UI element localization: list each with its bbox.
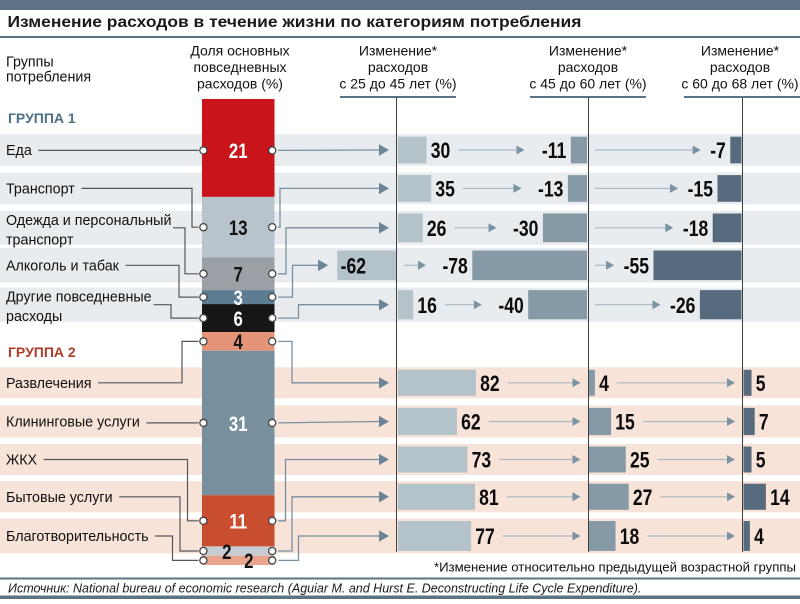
svg-text:6: 6 bbox=[234, 308, 244, 331]
svg-text:с 45 до 60 лет (%): с 45 до 60 лет (%) bbox=[529, 76, 646, 92]
svg-text:с 25 до 45 лет (%): с 25 до 45 лет (%) bbox=[339, 76, 456, 92]
svg-text:ГРУППА 2: ГРУППА 2 bbox=[8, 344, 76, 360]
svg-text:*Изменение относительно предыд: *Изменение относительно предыдущей возра… bbox=[434, 560, 796, 575]
svg-text:81: 81 bbox=[479, 486, 499, 511]
svg-text:27: 27 bbox=[633, 486, 653, 511]
svg-text:62: 62 bbox=[461, 411, 481, 436]
svg-text:Благотворительность: Благотворительность bbox=[6, 529, 149, 545]
svg-text:15: 15 bbox=[615, 411, 635, 436]
svg-text:3: 3 bbox=[234, 287, 244, 310]
svg-text:потребления: потребления bbox=[6, 70, 91, 86]
svg-text:82: 82 bbox=[480, 372, 500, 397]
svg-text:31: 31 bbox=[229, 413, 248, 436]
svg-text:5: 5 bbox=[756, 449, 766, 474]
svg-text:Группы: Группы bbox=[6, 55, 54, 71]
svg-text:Доля основных: Доля основных bbox=[190, 43, 289, 59]
svg-text:-13: -13 bbox=[538, 178, 563, 203]
svg-text:Одежда и персональный: Одежда и персональный bbox=[6, 213, 171, 229]
svg-text:-78: -78 bbox=[442, 255, 467, 280]
svg-text:21: 21 bbox=[229, 140, 248, 163]
svg-text:Изменение расходов в течение ж: Изменение расходов в течение жизни по ка… bbox=[8, 12, 582, 30]
svg-text:11: 11 bbox=[229, 511, 247, 534]
svg-text:Клининговые услуги: Клининговые услуги bbox=[6, 415, 140, 431]
svg-text:транспорт: транспорт bbox=[6, 232, 74, 248]
svg-text:-11: -11 bbox=[542, 139, 566, 164]
svg-text:25: 25 bbox=[630, 449, 650, 474]
svg-text:14: 14 bbox=[770, 486, 790, 511]
svg-text:Бытовые услуги: Бытовые услуги bbox=[6, 490, 113, 506]
svg-text:Еда: Еда bbox=[6, 143, 32, 159]
svg-text:77: 77 bbox=[475, 525, 495, 550]
svg-text:расходы: расходы bbox=[6, 309, 62, 325]
svg-text:-18: -18 bbox=[683, 217, 708, 242]
svg-text:Развлечения: Развлечения bbox=[6, 376, 92, 392]
svg-text:18: 18 bbox=[620, 525, 640, 550]
svg-text:с 60 до 68 лет (%): с 60 до 68 лет (%) bbox=[681, 76, 798, 92]
svg-text:35: 35 bbox=[435, 178, 455, 203]
svg-text:-62: -62 bbox=[341, 255, 366, 280]
svg-text:Транспорт: Транспорт bbox=[6, 182, 75, 198]
svg-text:-55: -55 bbox=[624, 255, 649, 280]
svg-text:4: 4 bbox=[234, 331, 244, 354]
svg-text:ЖКХ: ЖКХ bbox=[6, 453, 38, 469]
svg-text:расходов: расходов bbox=[710, 59, 770, 75]
svg-text:расходов: расходов bbox=[368, 59, 428, 75]
svg-text:-40: -40 bbox=[498, 294, 523, 319]
svg-text:-26: -26 bbox=[670, 294, 695, 319]
svg-text:7: 7 bbox=[234, 264, 243, 287]
svg-text:5: 5 bbox=[756, 372, 766, 397]
svg-text:расходов: расходов bbox=[558, 59, 618, 75]
svg-text:ГРУППА 1: ГРУППА 1 bbox=[8, 110, 76, 126]
svg-text:повседневных: повседневных bbox=[193, 59, 286, 75]
svg-text:-15: -15 bbox=[688, 178, 713, 203]
svg-text:-30: -30 bbox=[513, 217, 538, 242]
svg-text:16: 16 bbox=[417, 294, 437, 319]
svg-text:Изменение*: Изменение* bbox=[359, 43, 438, 59]
svg-text:4: 4 bbox=[599, 372, 609, 397]
svg-text:13: 13 bbox=[229, 217, 248, 240]
svg-text:Другие повседневные: Другие повседневные bbox=[6, 290, 152, 306]
svg-text:2: 2 bbox=[222, 541, 231, 564]
svg-text:26: 26 bbox=[427, 217, 447, 242]
svg-text:Изменение*: Изменение* bbox=[549, 43, 628, 59]
svg-text:расходов (%): расходов (%) bbox=[197, 76, 283, 92]
svg-text:30: 30 bbox=[431, 139, 451, 164]
svg-text:-7: -7 bbox=[710, 139, 726, 164]
svg-text:Источник: National bureau of e: Источник: National bureau of economic re… bbox=[8, 582, 641, 596]
svg-text:Изменение*: Изменение* bbox=[701, 43, 780, 59]
svg-text:4: 4 bbox=[754, 525, 764, 550]
svg-text:2: 2 bbox=[244, 550, 253, 573]
svg-text:Алкоголь и табак: Алкоголь и табак bbox=[6, 258, 120, 274]
svg-text:7: 7 bbox=[759, 411, 769, 436]
svg-text:73: 73 bbox=[472, 449, 492, 474]
